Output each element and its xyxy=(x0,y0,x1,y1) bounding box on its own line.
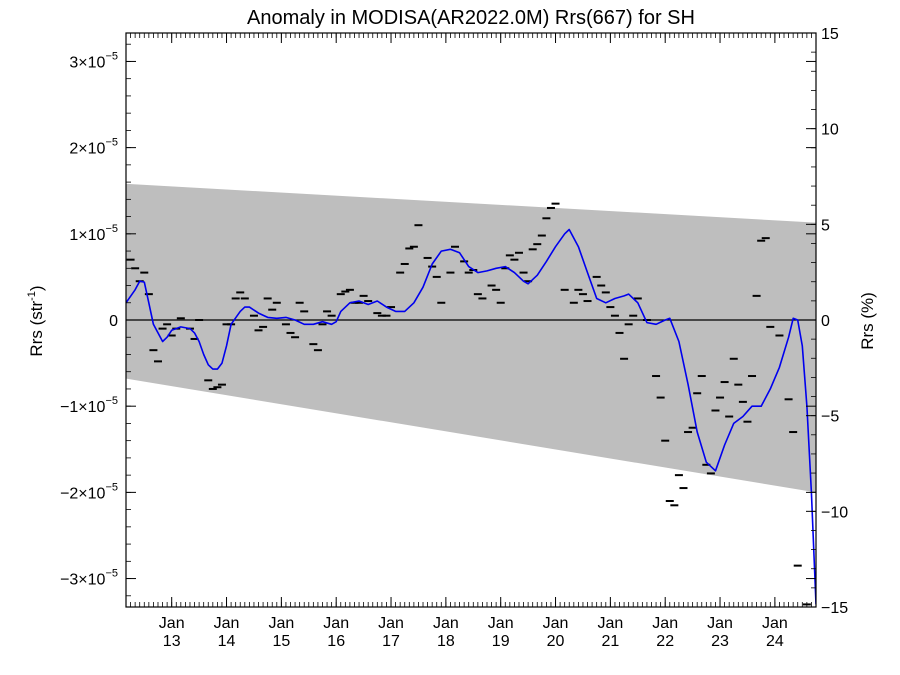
x-tick-year: 24 xyxy=(766,633,784,650)
y-right-tick-label: −15 xyxy=(821,600,848,617)
y-right-tick-label: 0 xyxy=(821,313,830,330)
y-axis-right-label: Rrs (%) xyxy=(858,292,877,350)
x-tick-month: Jan xyxy=(707,615,733,632)
x-tick-year: 17 xyxy=(382,633,400,650)
chart-title: Anomaly in MODISA(AR2022.0M) Rrs(667) fo… xyxy=(247,7,695,29)
y-axis-left-label: Rrs (str-1) xyxy=(26,285,46,356)
x-tick-year: 20 xyxy=(547,633,565,650)
x-tick-month: Jan xyxy=(268,615,294,632)
y-left-tick-label: 3×10−5 xyxy=(69,50,118,71)
y-right-tick-label: −5 xyxy=(821,409,839,426)
x-tick-month: Jan xyxy=(433,615,459,632)
x-tick-year: 16 xyxy=(327,633,345,650)
x-tick-month: Jan xyxy=(159,615,185,632)
x-tick-month: Jan xyxy=(652,615,678,632)
x-tick-month: Jan xyxy=(597,615,623,632)
x-tick-month: Jan xyxy=(323,615,349,632)
x-tick-year: 13 xyxy=(163,633,181,650)
y-left-tick-label: 1×10−5 xyxy=(69,223,118,244)
series-line xyxy=(126,228,816,605)
x-tick-year: 18 xyxy=(437,633,455,650)
y-left-tick-label: 0 xyxy=(109,313,118,330)
y-left-tick-label: −3×10−5 xyxy=(60,568,118,589)
y-left-tick-label: 2×10−5 xyxy=(69,137,118,158)
x-tick-month: Jan xyxy=(488,615,514,632)
x-tick-year: 21 xyxy=(601,633,619,650)
y-axis-left-label-end: ) xyxy=(27,285,46,291)
y-right-tick-label: −10 xyxy=(821,504,848,521)
y-left-tick-label: −1×10−5 xyxy=(60,395,118,416)
x-tick-year: 14 xyxy=(218,633,236,650)
y-axis-left-label-main: Rrs (str xyxy=(27,301,46,357)
y-right-tick-label: 15 xyxy=(821,26,839,43)
y-right-tick-label: 10 xyxy=(821,122,839,139)
y-axis-left-label-exp: -1 xyxy=(26,291,38,301)
x-tick-month: Jan xyxy=(214,615,240,632)
y-left-tick-label: −2×10−5 xyxy=(60,481,118,502)
svg-text:Rrs (str-1): Rrs (str-1) xyxy=(26,285,46,356)
x-tick-year: 23 xyxy=(711,633,729,650)
plot-area xyxy=(126,183,816,606)
axes: 3×10−5 2×10−5 1×10−5 0 −1×10−5 −2×10−5 −3×10−5… xyxy=(60,26,848,650)
x-tick-month: Jan xyxy=(378,615,404,632)
y-right-tick-label: 5 xyxy=(821,217,830,234)
x-tick-year: 22 xyxy=(656,633,674,650)
x-tick-year: 15 xyxy=(272,633,290,650)
x-tick-month: Jan xyxy=(543,615,569,632)
x-tick-year: 19 xyxy=(492,633,510,650)
confidence-band xyxy=(126,183,816,493)
x-tick-month: Jan xyxy=(762,615,788,632)
plot-content xyxy=(126,183,816,606)
